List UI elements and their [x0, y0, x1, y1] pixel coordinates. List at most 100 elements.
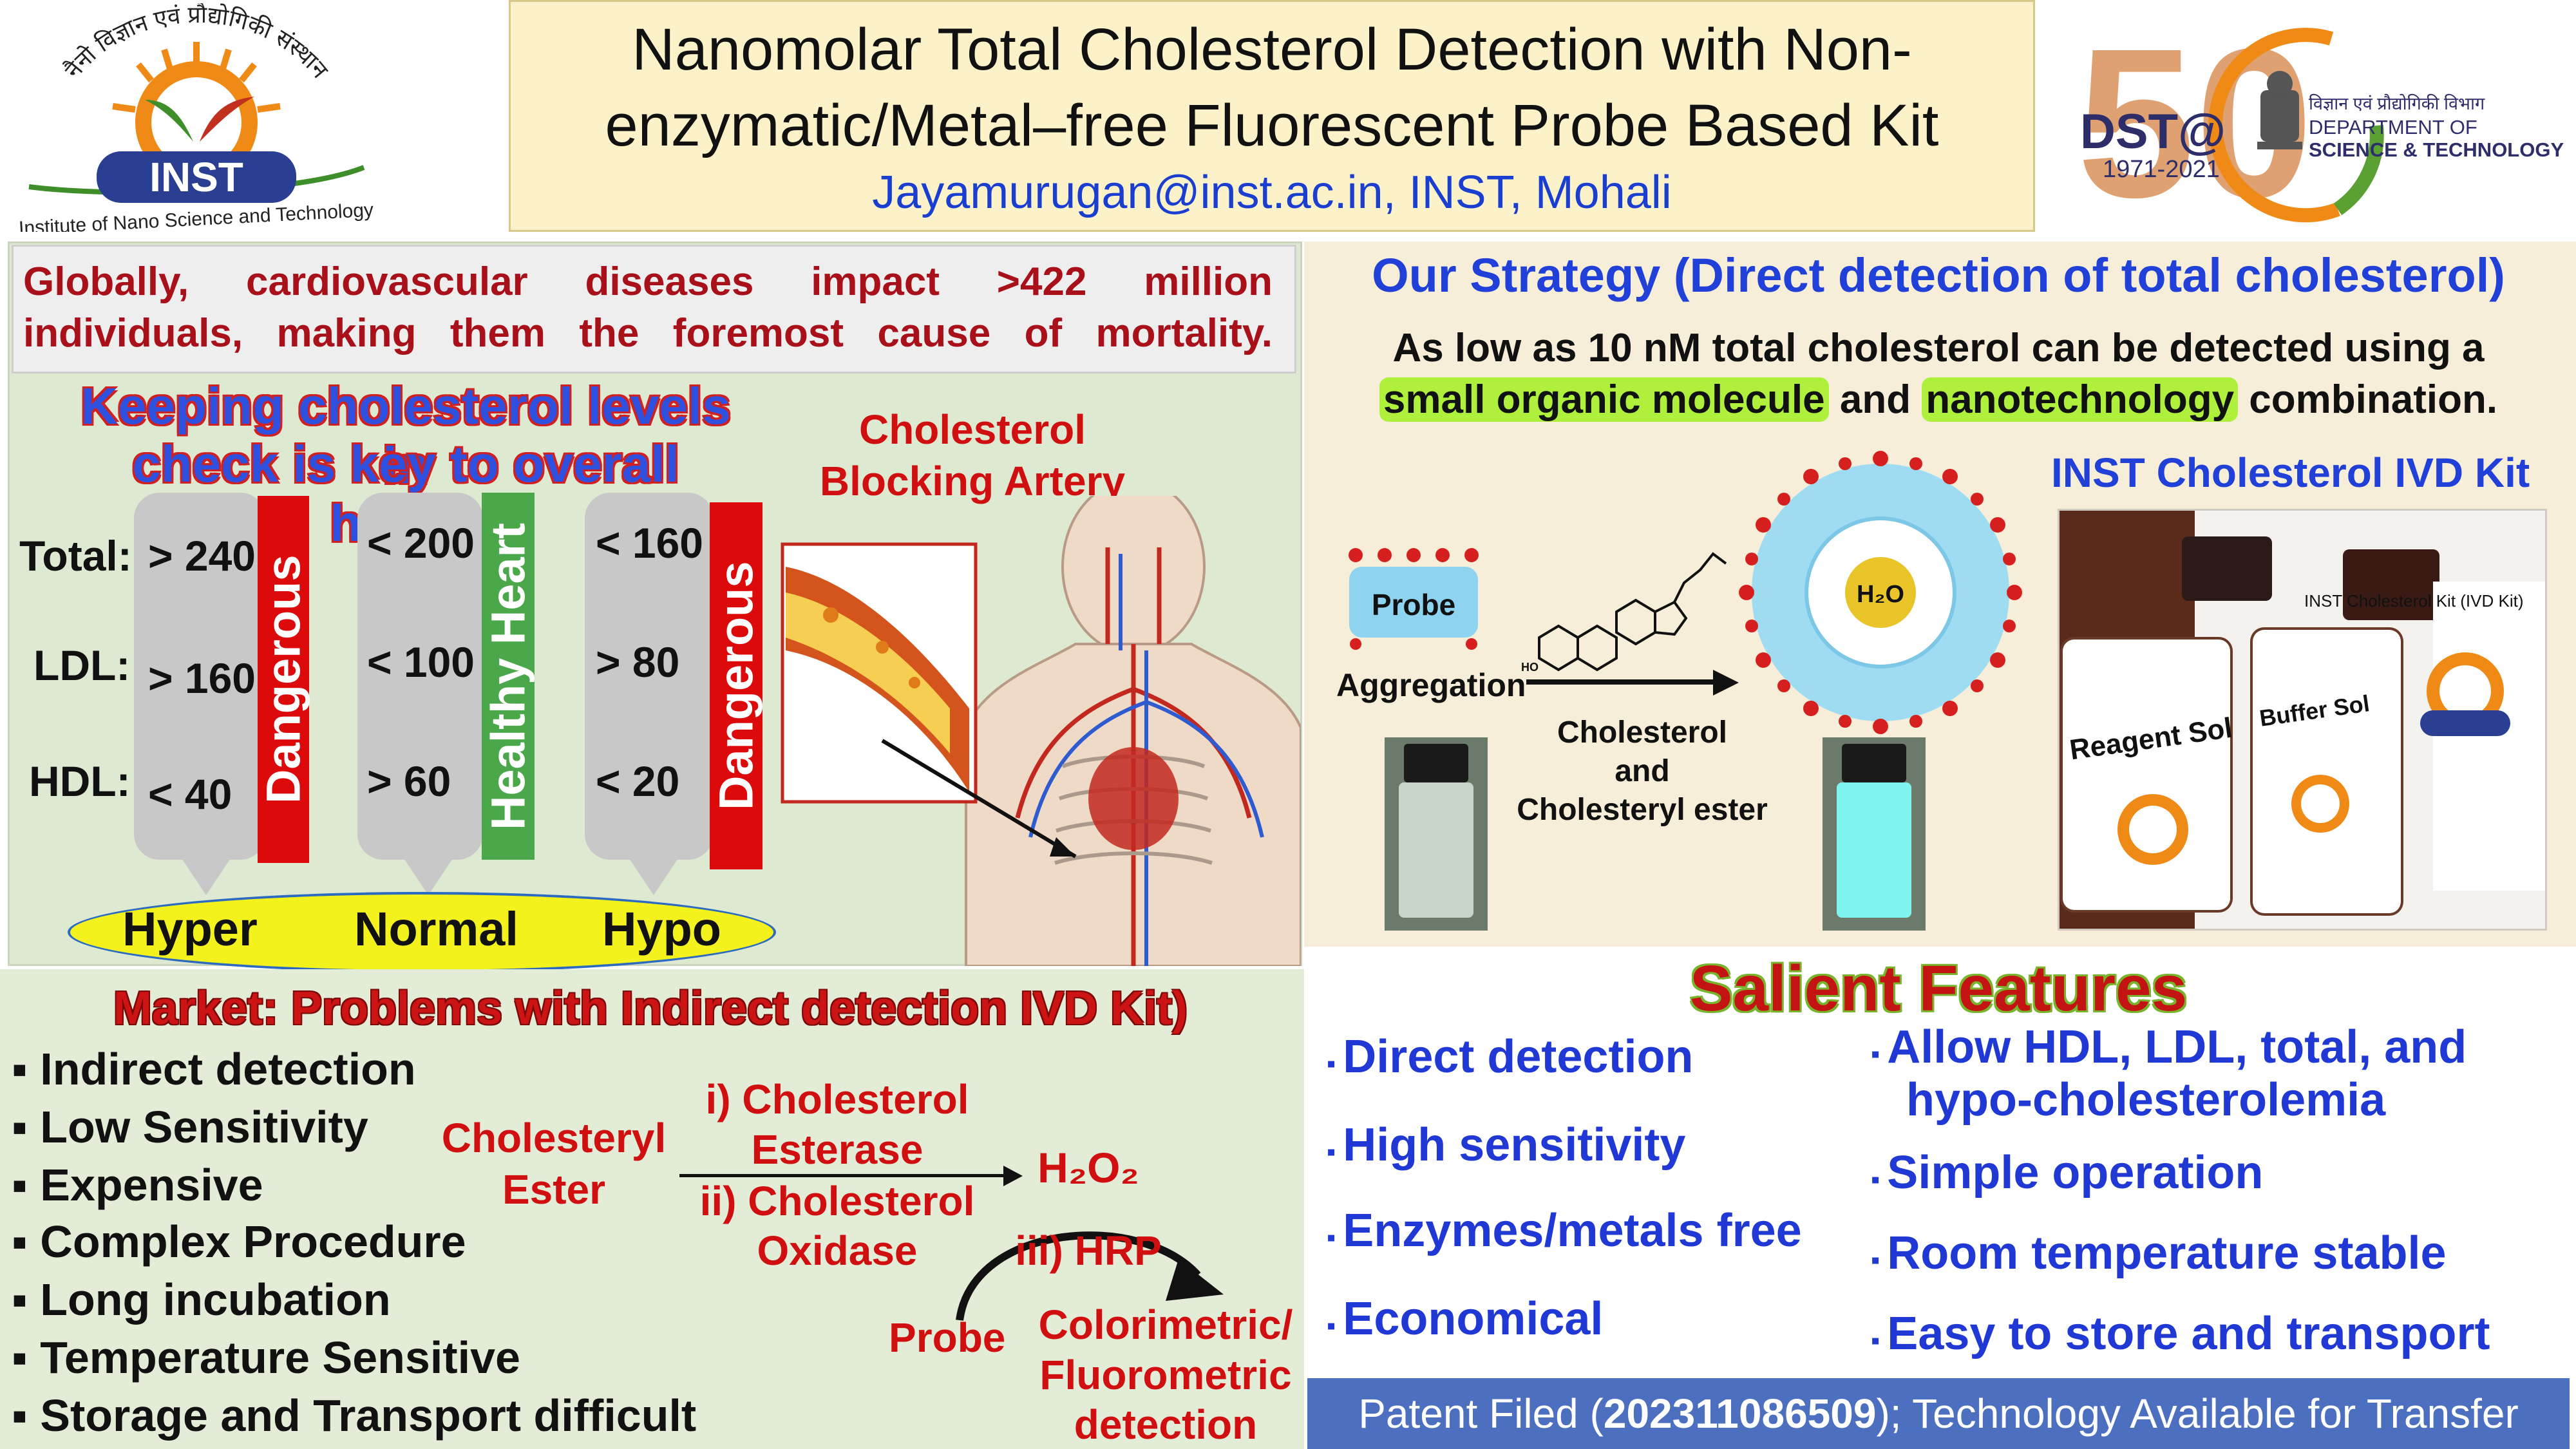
- dst-logo-graphic: 50 DST@ 1971-2021 विज्ञान एवं प्रौद्योगि…: [2077, 4, 2564, 242]
- step2-line1: ii) Cholesterol: [699, 1178, 975, 1224]
- problem-item: ▪ Complex Procedure: [12, 1217, 466, 1267]
- feature-item-continued: hypo-cholesterolemia: [1906, 1074, 2386, 1126]
- cholesterol-structure-svg: HO: [1521, 552, 1727, 674]
- dst-dept-line1: DEPARTMENT OF: [2309, 116, 2477, 138]
- substrate-line1: Cholesteryl: [441, 1115, 667, 1161]
- intro-box: [12, 245, 1296, 374]
- features-title: Salient Features: [1689, 952, 2188, 1025]
- patent-bar: Patent Filed (202311086509); Technology …: [1307, 1378, 2570, 1449]
- vial-fluorescent-photo: [1823, 737, 1926, 931]
- cholesterol-structure: HO: [1520, 541, 1732, 689]
- feature-item: ▪ Economical: [1327, 1293, 1604, 1345]
- row-label-hdl: HDL:: [29, 757, 131, 805]
- normal-hdl: > 60: [367, 757, 451, 805]
- title-box: Nanomolar Total Cholesterol Detection wi…: [509, 0, 2035, 232]
- probe-aggregate-graphic: Probe: [1340, 541, 1488, 650]
- hyper-ldl: > 160: [148, 654, 256, 702]
- strategy-title: Our Strategy (Direct detection of total …: [1372, 249, 2505, 302]
- problem-item: ▪ Low Sensitivity: [12, 1102, 368, 1152]
- intro-line2: individuals, making them the foremost ca…: [23, 311, 1273, 355]
- step2-line2: Oxidase: [757, 1227, 918, 1274]
- hyper-column: [134, 493, 266, 860]
- market-title: Market: Problems with Indirect detection…: [113, 983, 1188, 1034]
- hyper-total: > 240: [148, 532, 256, 580]
- feature-item: ▪ Allow HDL, LDL, total, and: [1871, 1021, 2467, 1073]
- feature-item: ▪ Easy to store and transport: [1871, 1308, 2490, 1359]
- problem-item: ▪ Expensive: [12, 1160, 263, 1210]
- dst-years: 1971-2021: [2103, 156, 2220, 183]
- probe-text: Probe: [1372, 588, 1455, 621]
- step1-line1: i) Cholesterol: [705, 1076, 969, 1122]
- hyper-hdl: < 40: [148, 770, 232, 818]
- readout-line2: Fluorometric: [1039, 1352, 1292, 1398]
- artery-label-line1: Cholesterol: [858, 406, 1086, 453]
- health-heading-line1: Keeping cholesterol levels in: [80, 377, 731, 494]
- step1-line2: Esterase: [751, 1126, 923, 1173]
- problem-item: ▪ Long incubation: [12, 1274, 391, 1325]
- ellipse-hypo: Hypo: [602, 902, 721, 956]
- readout-line1: Colorimetric/: [1038, 1302, 1293, 1348]
- contact-line[interactable]: Jayamurugan@inst.ac.in, INST, Mohali: [872, 167, 1672, 218]
- arrow-label-line2: and: [1615, 754, 1670, 788]
- strategy-line2: small organic molecule and nanotechnolog…: [1307, 377, 2570, 422]
- anatomy-illustration: [773, 478, 1302, 967]
- normal-column: [357, 493, 483, 860]
- problem-item: ▪ Storage and Transport difficult: [12, 1390, 697, 1441]
- arrow-label-line3: Cholesteryl ester: [1517, 793, 1768, 827]
- feature-item: ▪ Simple operation: [1871, 1147, 2264, 1198]
- problem-item: ▪ Temperature Sensitive: [12, 1332, 520, 1383]
- hrp-step: iii) HRP: [1015, 1227, 1162, 1274]
- problem-item: ▪ Indirect detection: [12, 1044, 416, 1094]
- kit-label: INST Cholesterol Kit (IVD Kit): [2304, 591, 2524, 611]
- row-label-total: Total:: [19, 532, 132, 580]
- reaction-arrow-head: [1003, 1166, 1023, 1186]
- ellipse-hyper: Hyper: [122, 902, 258, 956]
- page-title-line1: Nanomolar Total Cholesterol Detection wi…: [632, 17, 1912, 82]
- emblem-icon: [2257, 71, 2302, 149]
- feature-item: ▪ High sensitivity: [1327, 1119, 1686, 1171]
- feature-item: ▪ Direct detection: [1327, 1031, 1694, 1083]
- normal-pointer: [402, 857, 454, 895]
- feature-item: ▪ Enzymes/metals free: [1327, 1205, 1802, 1256]
- probe-label: Probe: [889, 1314, 1006, 1361]
- feature-item: ▪ Room temperature stable: [1871, 1227, 2447, 1279]
- probe-aggregate-svg: Probe: [1349, 548, 1479, 650]
- highlight-nanotechnology: nanotechnology: [1922, 377, 2239, 422]
- dst-text: DST@: [2080, 104, 2226, 159]
- aggregation-label: Aggregation: [1336, 667, 1526, 703]
- curved-arrow-graphic: [956, 1231, 1224, 1321]
- hypo-column: [585, 493, 714, 860]
- body-circulation-graphic: [781, 478, 1302, 967]
- curved-arrow: [947, 1198, 1243, 1327]
- row-label-ldl: LDL:: [33, 641, 131, 689]
- vial-aggregated-photo: [1385, 737, 1488, 931]
- hyper-pointer: [180, 857, 232, 895]
- hyper-tag: Dangerous: [257, 496, 310, 863]
- kit-photo: Reagent Sol Buffer Sol INST Cholesterol …: [2058, 509, 2547, 931]
- inst-logo-graphic: INST नैनो विज्ञान एवं प्रौद्योगिकी संस्थ…: [18, 1, 374, 239]
- intro-line1: Globally, cardiovascular diseases impact…: [23, 260, 1273, 304]
- substrate-line2: Ester: [502, 1166, 606, 1213]
- normal-tag: Healthy Heart: [482, 493, 535, 860]
- ellipse-normal: Normal: [354, 902, 518, 956]
- inst-logo: INST नैनो विज्ञान एवं प्रौद्योगिकी संस्थ…: [6, 1, 386, 239]
- reaction-arrow-line: [679, 1174, 1008, 1177]
- h2o2-product: H₂O₂: [1037, 1144, 1139, 1191]
- inst-full-name: Institute of Nano Science and Technology: [18, 200, 374, 232]
- dst-hindi: विज्ञान एवं प्रौद्योगिकी विभाग: [2309, 93, 2485, 113]
- normal-ldl: < 100: [367, 638, 475, 686]
- arrow-label-line1: Cholesterol: [1557, 715, 1728, 750]
- hypo-tag: Dangerous: [710, 502, 763, 869]
- dst-dept-line2: SCIENCE & TECHNOLOGY: [2309, 138, 2564, 161]
- dst-logo: 50 DST@ 1971-2021 विज्ञान एवं प्रौद्योगि…: [2067, 3, 2576, 242]
- micelle-graphic: H₂O: [1732, 444, 2029, 741]
- readout-line3: detection: [1074, 1401, 1258, 1448]
- micelle-svg: H₂O: [1739, 451, 2022, 734]
- hypo-ldl: > 80: [596, 638, 680, 686]
- hypo-pointer: [628, 857, 679, 895]
- inst-acronym: INST: [149, 154, 243, 200]
- strategy-arrow-line: [1526, 679, 1719, 685]
- highlight-small-molecule: small organic molecule: [1379, 377, 1829, 422]
- strategy-arrow-head: [1713, 670, 1739, 696]
- hypo-total: < 160: [596, 519, 703, 567]
